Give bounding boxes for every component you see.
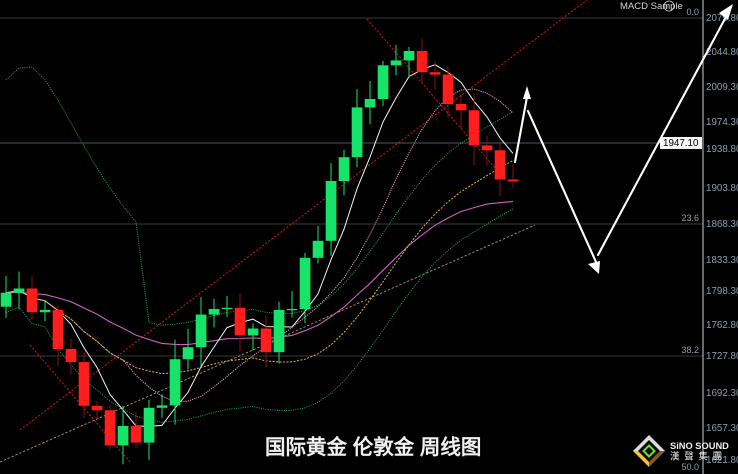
svg-text:23.6: 23.6: [681, 213, 699, 223]
svg-text:国际黄金 伦敦金 周线图: 国际黄金 伦敦金 周线图: [265, 435, 481, 459]
svg-text:1903.80: 1903.80: [706, 183, 738, 194]
svg-text:0.0: 0.0: [686, 7, 699, 17]
svg-text:1727.80: 1727.80: [706, 351, 738, 362]
svg-text:1657.30: 1657.30: [706, 423, 738, 434]
svg-text:1798.30: 1798.30: [706, 286, 738, 297]
svg-text:1947.10: 1947.10: [663, 138, 699, 149]
svg-text:1868.30: 1868.30: [706, 219, 738, 230]
svg-text:1938.80: 1938.80: [706, 144, 738, 155]
svg-text:漢聲集團: 漢聲集團: [670, 451, 727, 463]
svg-text:1762.80: 1762.80: [706, 320, 738, 331]
svg-text:2009.30: 2009.30: [706, 82, 738, 93]
svg-text:38.2: 38.2: [681, 345, 699, 355]
svg-text:i: i: [666, 4, 667, 11]
svg-text:1692.30: 1692.30: [706, 388, 738, 399]
svg-text:1833.30: 1833.30: [706, 255, 738, 266]
svg-text:MACD Sample: MACD Sample: [620, 1, 683, 12]
svg-text:1974.30: 1974.30: [706, 117, 738, 128]
svg-text:2044.80: 2044.80: [706, 47, 738, 58]
svg-text:50.0: 50.0: [681, 462, 699, 472]
svg-text:SiNO SOUND: SiNO SOUND: [670, 441, 729, 451]
